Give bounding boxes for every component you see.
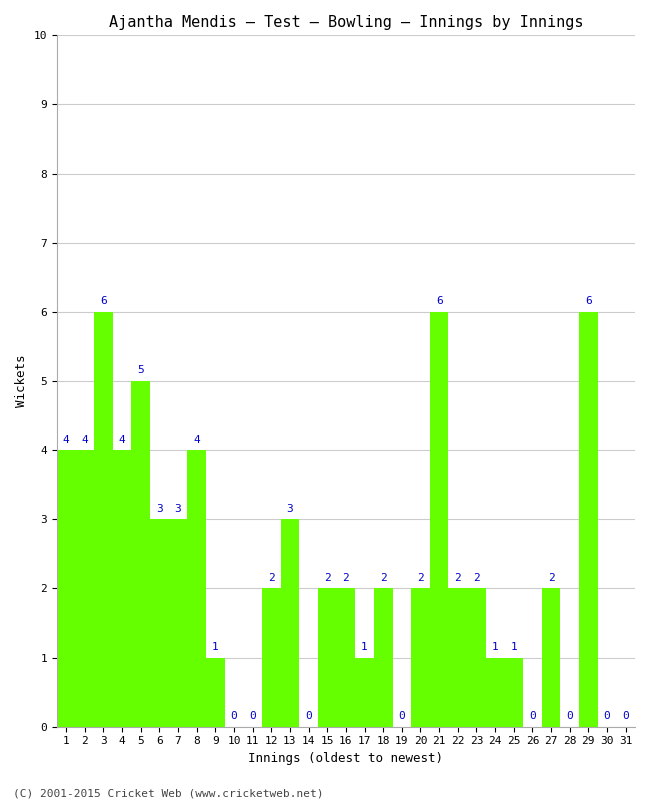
Text: 2: 2 <box>548 573 554 583</box>
Bar <box>206 658 225 726</box>
Text: 0: 0 <box>249 711 256 721</box>
Text: 3: 3 <box>287 504 293 514</box>
Bar <box>374 589 393 726</box>
Bar <box>112 450 131 726</box>
Bar <box>337 589 355 726</box>
Text: 4: 4 <box>63 434 70 445</box>
Bar <box>150 519 169 726</box>
Text: 2: 2 <box>380 573 387 583</box>
Bar <box>411 589 430 726</box>
Text: 1: 1 <box>510 642 517 652</box>
Text: 2: 2 <box>343 573 349 583</box>
X-axis label: Innings (oldest to newest): Innings (oldest to newest) <box>248 752 443 765</box>
Bar <box>187 450 206 726</box>
Text: 3: 3 <box>175 504 181 514</box>
Bar <box>57 450 75 726</box>
Text: 0: 0 <box>231 711 237 721</box>
Text: 0: 0 <box>604 711 610 721</box>
Text: 2: 2 <box>417 573 424 583</box>
Bar <box>504 658 523 726</box>
Text: 5: 5 <box>137 366 144 375</box>
Text: 2: 2 <box>268 573 275 583</box>
Text: 1: 1 <box>361 642 368 652</box>
Bar <box>486 658 504 726</box>
Text: 1: 1 <box>492 642 499 652</box>
Text: 4: 4 <box>193 434 200 445</box>
Text: 2: 2 <box>454 573 462 583</box>
Text: 4: 4 <box>81 434 88 445</box>
Text: (C) 2001-2015 Cricket Web (www.cricketweb.net): (C) 2001-2015 Cricket Web (www.cricketwe… <box>13 788 324 798</box>
Bar <box>281 519 299 726</box>
Bar <box>169 519 187 726</box>
Text: 0: 0 <box>306 711 312 721</box>
Text: 0: 0 <box>529 711 536 721</box>
Text: 0: 0 <box>398 711 405 721</box>
Text: 1: 1 <box>212 642 218 652</box>
Bar <box>318 589 337 726</box>
Bar <box>430 312 448 726</box>
Text: 2: 2 <box>324 573 331 583</box>
Text: 0: 0 <box>622 711 629 721</box>
Text: 6: 6 <box>585 296 592 306</box>
Bar <box>448 589 467 726</box>
Text: 2: 2 <box>473 573 480 583</box>
Bar <box>579 312 598 726</box>
Bar <box>541 589 560 726</box>
Bar <box>355 658 374 726</box>
Y-axis label: Wickets: Wickets <box>15 354 28 407</box>
Text: 0: 0 <box>566 711 573 721</box>
Bar <box>262 589 281 726</box>
Bar <box>131 381 150 726</box>
Bar <box>94 312 112 726</box>
Text: 6: 6 <box>100 296 107 306</box>
Bar <box>75 450 94 726</box>
Text: 4: 4 <box>119 434 125 445</box>
Text: 3: 3 <box>156 504 162 514</box>
Text: 6: 6 <box>436 296 443 306</box>
Title: Ajantha Mendis – Test – Bowling – Innings by Innings: Ajantha Mendis – Test – Bowling – Inning… <box>109 15 583 30</box>
Bar <box>467 589 486 726</box>
